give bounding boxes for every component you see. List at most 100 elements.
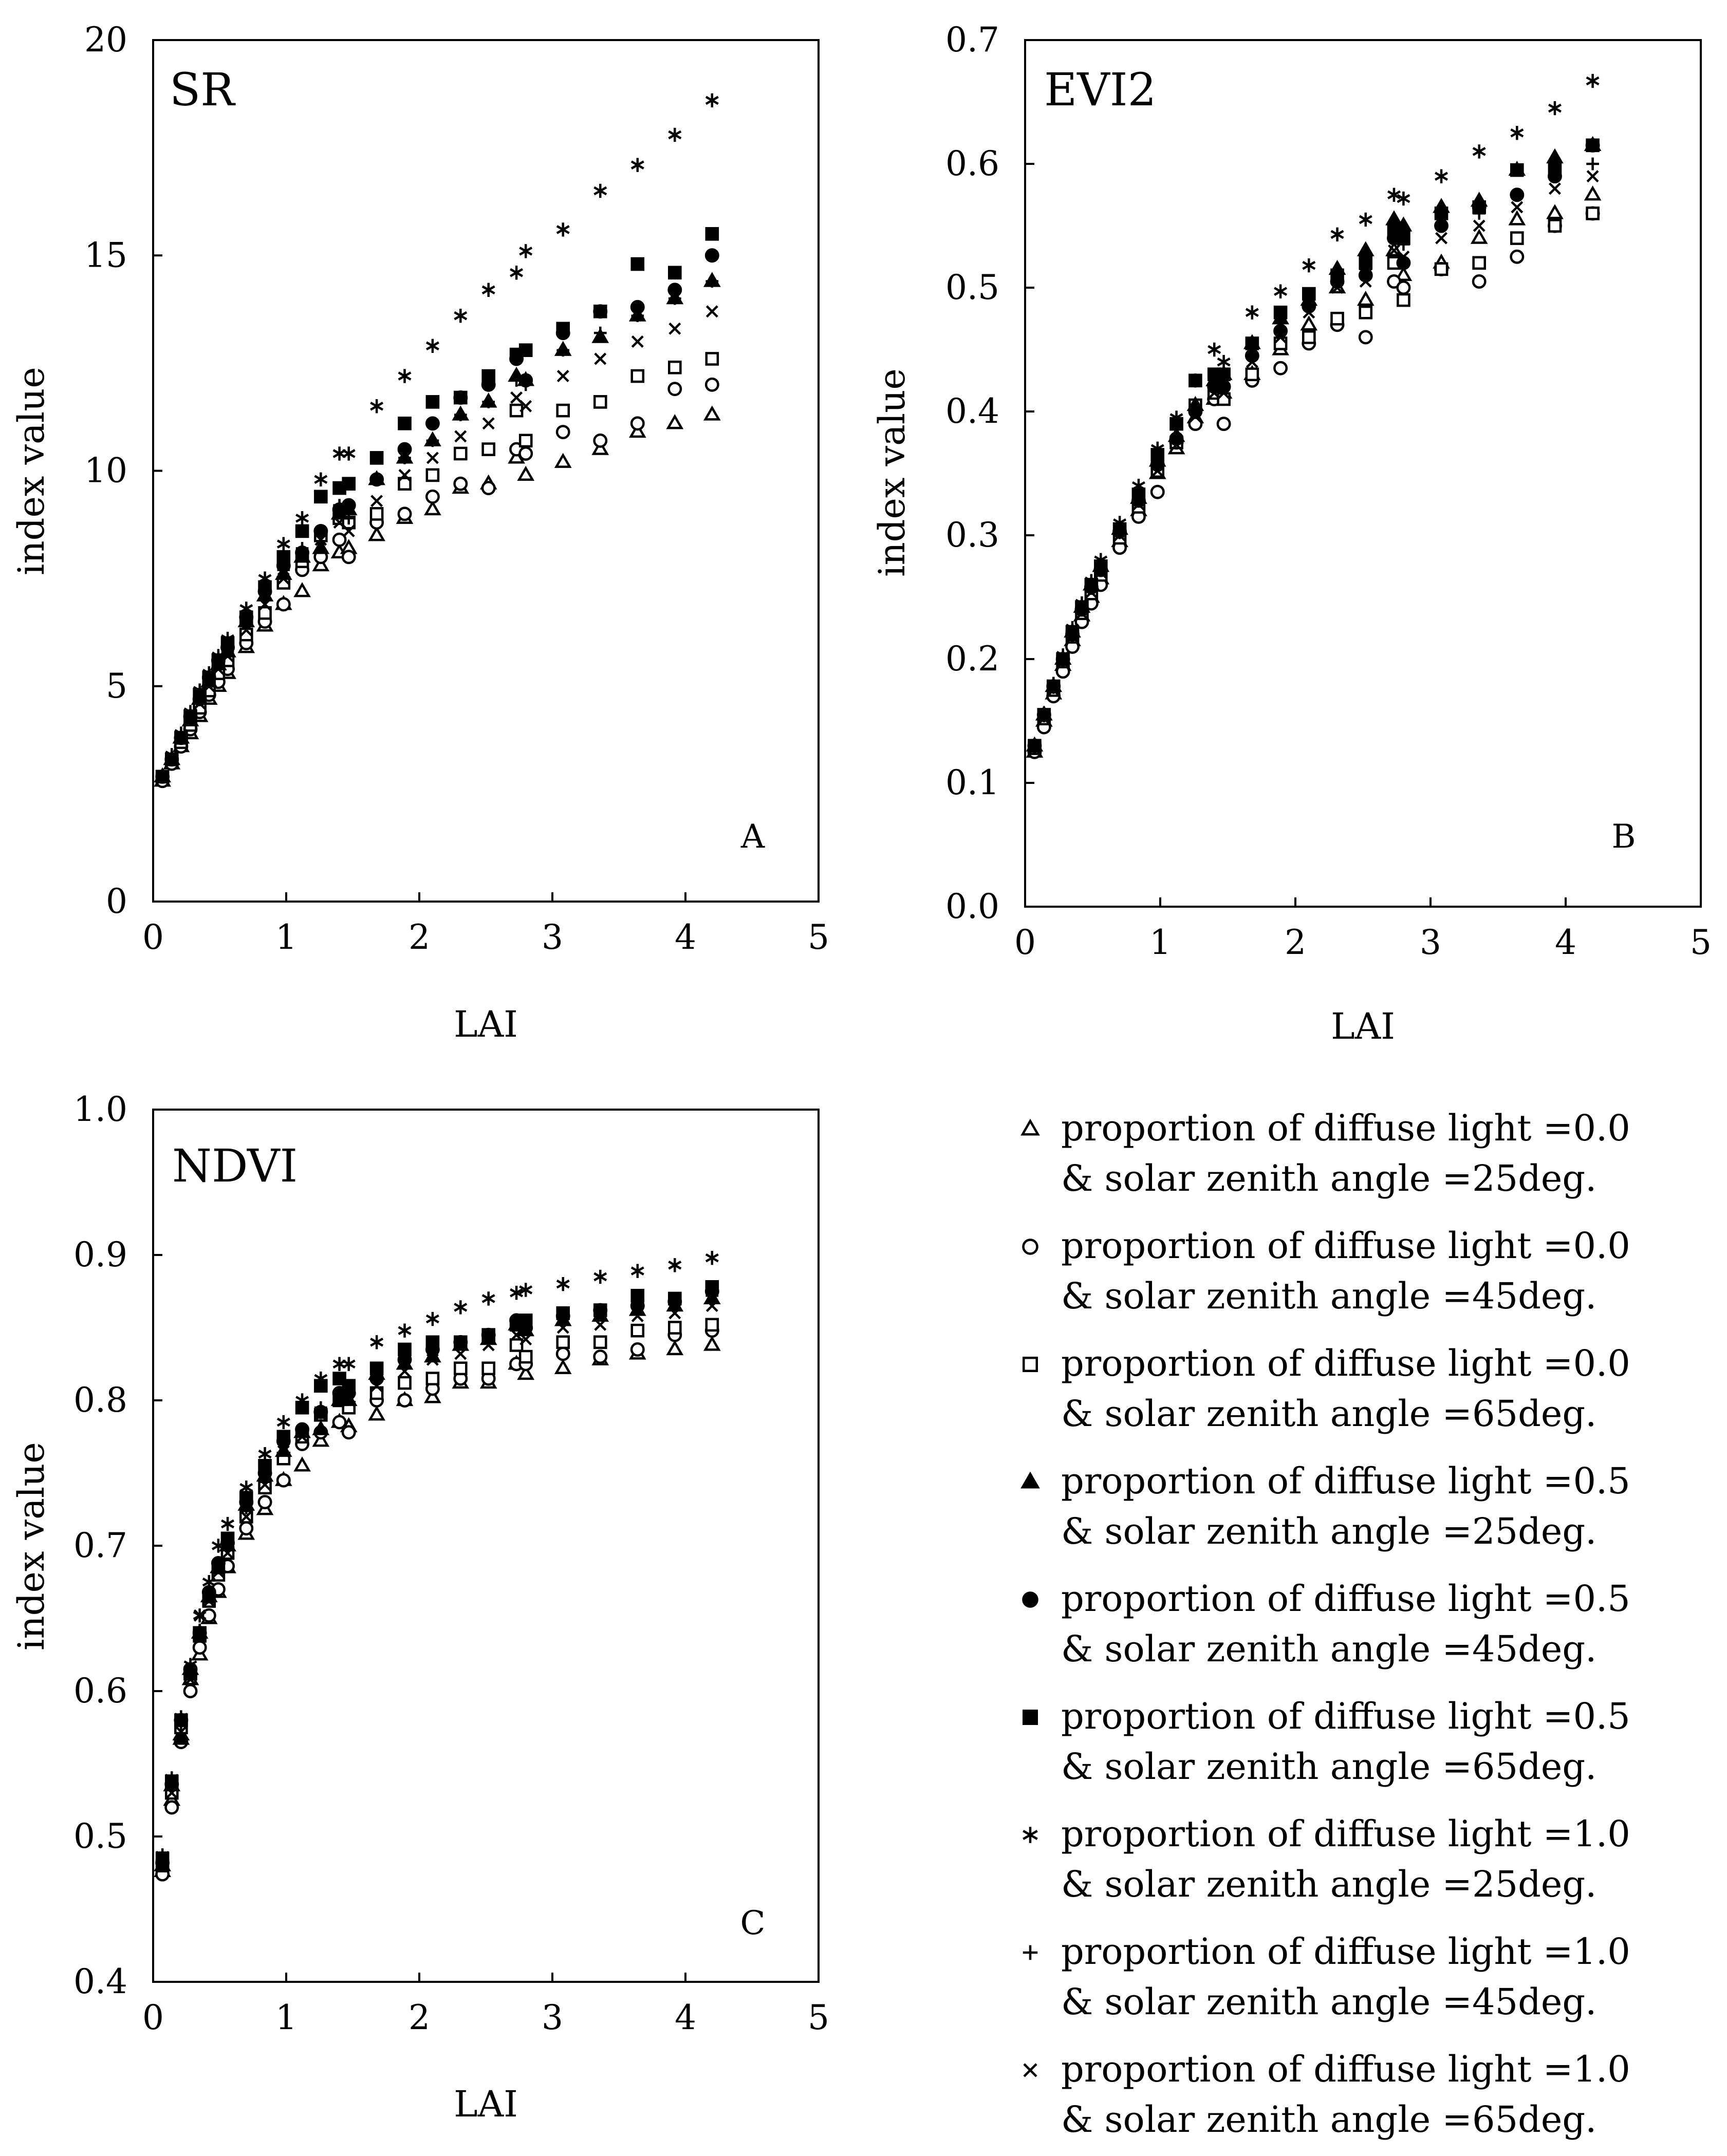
data-point [1150,441,1164,456]
data-point [1273,336,1288,350]
data-point [519,400,532,413]
data-point [398,1365,411,1378]
data-point [398,416,412,430]
panel-title: NDVI [172,1139,298,1192]
legend-line1: proportion of diffuse light =1.0 [1061,2048,1630,2090]
data-point [1302,287,1316,301]
data-point [556,322,570,336]
data-point [554,453,572,468]
legend-item: proportion of diffuse light =0.0 & solar … [1023,1342,1630,1435]
panel-label: B [1611,818,1636,856]
y-tick-label: 20 [84,20,127,60]
panel-title: SR [170,63,236,116]
data-point [397,1393,412,1408]
data-point [257,1495,272,1510]
data-point [1435,169,1449,183]
y-axis-label: index value [10,1442,52,1651]
data-point [312,539,330,554]
data-point [314,533,327,546]
data-point [212,1565,225,1578]
data-point [1387,188,1401,202]
data-point [175,1726,188,1738]
data-point [1396,255,1411,270]
data-point [481,369,495,383]
data-point [296,551,309,564]
data-point [666,414,684,429]
data-point [1274,331,1287,344]
data-point [630,1323,645,1338]
data-point [398,369,412,383]
data-point [1047,684,1060,697]
data-point [332,532,347,547]
data-point [314,490,328,504]
data-point [510,1328,523,1341]
x-tick-label: 4 [1555,923,1576,962]
data-point [1434,207,1449,220]
data-point [510,374,523,387]
data-point [202,1595,215,1607]
data-point [519,244,533,258]
panel-label: A [740,818,765,856]
data-point [258,1459,272,1473]
data-point [1473,219,1485,232]
data-point [1169,410,1183,425]
data-point [333,1394,346,1407]
x-tick-label: 4 [675,917,696,957]
data-point [258,571,272,586]
y-axis-label: index value [871,368,913,577]
data-point [667,360,682,374]
data-point [172,1730,190,1745]
data-point [705,1251,719,1265]
data-point [705,1289,719,1302]
x-tick-label: 2 [408,1998,430,2037]
legend-marker-circle-filled [1022,1591,1038,1608]
data-point [482,417,495,430]
data-point [312,556,330,572]
data-point [1472,256,1486,270]
data-point [1548,170,1562,183]
data-point [333,516,346,529]
data-point [1245,305,1259,320]
data-point [398,477,412,491]
data-point [703,1336,721,1351]
data-point [1359,275,1372,288]
data-point [1216,417,1231,432]
y-tick-label: 0.2 [945,639,999,679]
data-point [556,222,570,237]
data-point [481,283,495,297]
y-tick-label: 0 [106,882,127,921]
data-point [341,1425,356,1440]
data-point [481,1361,495,1376]
data-point [1075,607,1088,620]
y-tick-label: 0.3 [945,515,999,555]
data-point [240,1510,253,1523]
panel-ndvi: 0 1 2 3 4 5 0.4 0.5 0.6 0.7 0.8 0.9 1.0 LAI index valu… [10,1090,829,2125]
data-point [1246,355,1258,368]
data-point [705,305,718,318]
data-point [398,1323,412,1338]
data-point [1330,227,1344,242]
data-point [426,434,439,447]
legend-line1: proportion of diffuse light =0.5 [1061,1578,1630,1620]
data-point [1508,210,1526,226]
data-point [239,1480,253,1495]
legend-marker-circle-open [1022,1239,1038,1255]
data-point [593,183,607,198]
data-point [704,248,719,263]
data-point [221,650,234,663]
y-tick-label: 1.0 [73,1090,127,1129]
legend-line2: & solar zenith angle =45deg. [1061,1981,1596,2023]
data-point [398,451,411,464]
data-point [519,1283,533,1297]
legend-line2: & solar zenith angle =65deg. [1061,1393,1596,1435]
data-point [1217,386,1230,399]
data-point [342,1394,355,1407]
data-point [369,507,384,521]
data-point [425,339,439,353]
panel-label: C [740,1904,766,1942]
legend-line2: & solar zenith angle =65deg. [1061,2098,1596,2141]
data-point [1511,201,1524,214]
legend-marker-triangle-filled [1020,1471,1040,1489]
data-point [314,1409,327,1421]
